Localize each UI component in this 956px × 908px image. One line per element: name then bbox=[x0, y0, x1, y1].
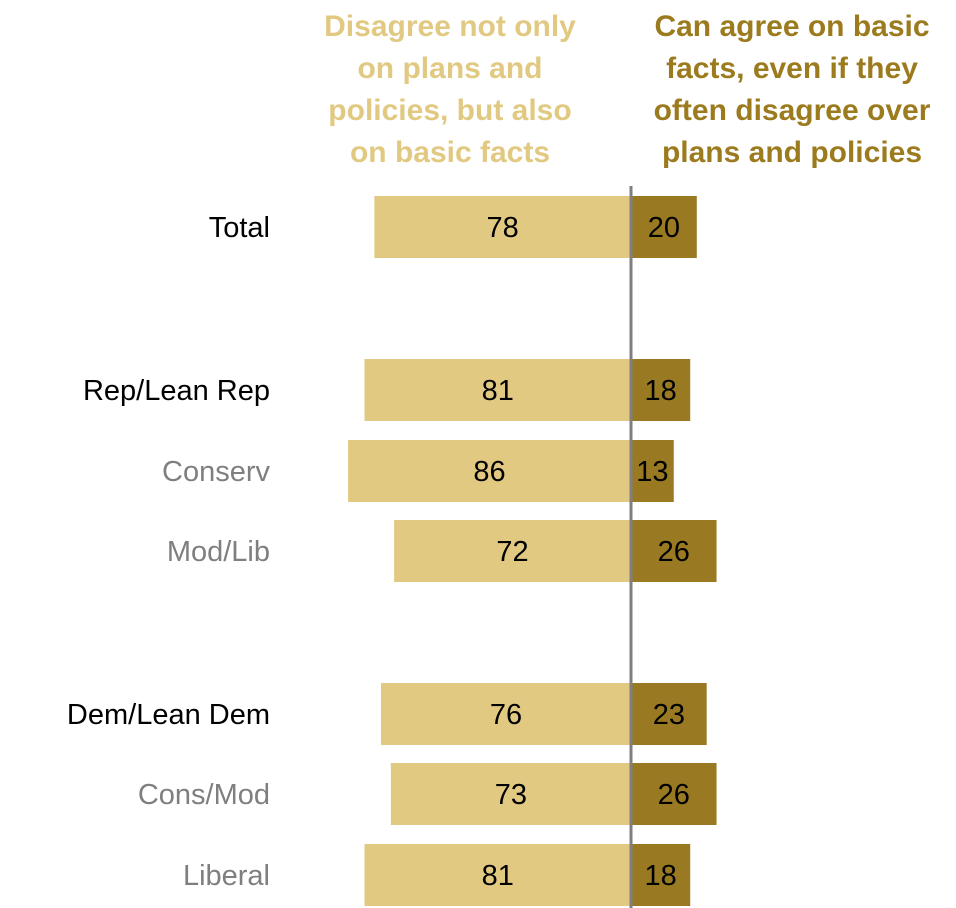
legend-label-disagree: Disagree not only on plans and policies,… bbox=[324, 10, 576, 169]
category-label: Mod/Lib bbox=[167, 536, 270, 568]
value-label-agree: 13 bbox=[636, 456, 668, 488]
bar-agree bbox=[631, 683, 707, 745]
category-label: Cons/Mod bbox=[138, 779, 270, 811]
bar-agree bbox=[631, 763, 717, 825]
value-label-disagree: 81 bbox=[482, 860, 514, 892]
category-label: Conserv bbox=[162, 456, 270, 488]
value-label-disagree: 73 bbox=[495, 779, 527, 811]
category-label: Total bbox=[209, 212, 270, 244]
category-label: Liberal bbox=[183, 860, 270, 892]
bar-agree bbox=[631, 440, 674, 502]
value-label-agree: 26 bbox=[658, 536, 690, 568]
legend-label-agree: Can agree on basic facts, even if they o… bbox=[653, 10, 931, 169]
value-label-agree: 26 bbox=[658, 779, 690, 811]
bar-agree bbox=[631, 520, 717, 582]
bar-agree bbox=[631, 196, 697, 258]
bar-disagree bbox=[364, 844, 631, 906]
value-label-agree: 18 bbox=[644, 860, 676, 892]
value-label-disagree: 86 bbox=[473, 456, 505, 488]
category-label: Rep/Lean Rep bbox=[83, 375, 270, 407]
bar-disagree bbox=[390, 763, 631, 825]
bar-disagree bbox=[374, 196, 631, 258]
bar-disagree bbox=[394, 520, 631, 582]
bar-disagree bbox=[348, 440, 631, 502]
value-label-disagree: 78 bbox=[487, 212, 519, 244]
value-label-disagree: 81 bbox=[482, 375, 514, 407]
value-label-agree: 23 bbox=[653, 699, 685, 731]
value-label-agree: 18 bbox=[644, 375, 676, 407]
bar-disagree bbox=[380, 683, 631, 745]
bar-agree bbox=[631, 359, 691, 421]
value-label-agree: 20 bbox=[648, 212, 680, 244]
bar-disagree bbox=[364, 359, 631, 421]
value-label-disagree: 76 bbox=[490, 699, 522, 731]
category-label: Dem/Lean Dem bbox=[67, 699, 270, 731]
bar-agree bbox=[631, 844, 691, 906]
value-label-disagree: 72 bbox=[496, 536, 528, 568]
